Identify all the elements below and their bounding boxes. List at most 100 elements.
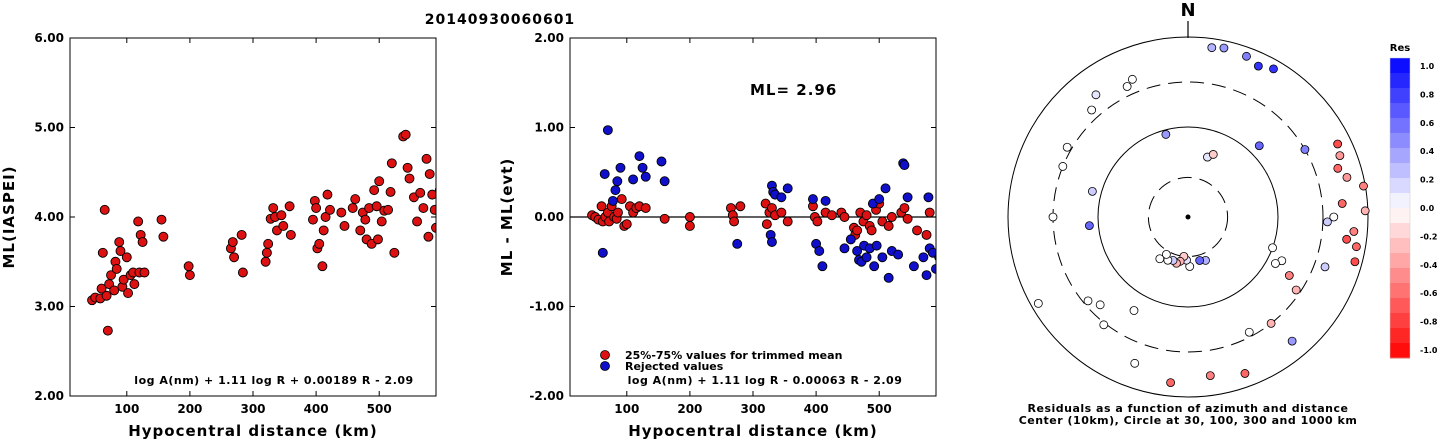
colorbar-cell	[1390, 238, 1410, 254]
data-point	[656, 156, 667, 167]
data-point	[866, 225, 877, 236]
data-point	[99, 204, 110, 215]
station-residual	[1087, 105, 1097, 115]
data-point	[839, 243, 850, 254]
data-point	[123, 288, 134, 299]
data-point	[114, 237, 125, 248]
distance-ring	[1147, 176, 1229, 258]
data-point	[918, 252, 929, 263]
data-point	[429, 204, 436, 215]
panel1-ytick-label: 6.00	[34, 31, 64, 45]
data-point	[263, 238, 274, 249]
station-residual	[1161, 130, 1171, 139]
station-residual	[1342, 234, 1352, 244]
data-point	[350, 194, 361, 205]
data-point	[852, 225, 863, 236]
station-residual	[1360, 206, 1370, 216]
station-residual	[1166, 378, 1175, 387]
data-point	[360, 214, 371, 225]
data-point	[684, 220, 695, 231]
panel2-formula: log A(nm) + 1.11 log R - 0.00063 R - 2.0…	[628, 374, 903, 387]
colorbar-cell	[1390, 163, 1410, 179]
station-residual	[1095, 300, 1105, 310]
panel1-ytick-label: 2.00	[34, 389, 64, 403]
data-point	[782, 216, 793, 227]
station-residual	[1205, 371, 1215, 381]
data-point	[156, 214, 167, 225]
data-point	[115, 246, 126, 256]
data-point	[735, 201, 746, 212]
station-residual	[1350, 257, 1360, 267]
colorbar-cell	[1390, 103, 1410, 119]
colorbar-cell	[1390, 73, 1410, 89]
data-point	[899, 203, 910, 214]
data-point	[317, 261, 328, 272]
station-residual	[1127, 74, 1137, 84]
data-point	[109, 285, 120, 296]
data-point	[812, 216, 823, 227]
data-point	[817, 261, 828, 272]
data-point	[339, 220, 350, 231]
station-residual	[1333, 139, 1343, 149]
panel2-ytick-label: -1.00	[529, 300, 564, 314]
colorbar-cell	[1390, 343, 1410, 359]
data-point	[607, 195, 618, 206]
data-point	[307, 214, 318, 225]
station-residual	[1291, 285, 1301, 295]
station-residual	[1155, 254, 1165, 264]
data-point	[839, 212, 850, 222]
colorbar-cell	[1390, 313, 1410, 329]
data-point	[883, 272, 894, 283]
data-point	[869, 261, 880, 272]
data-point	[314, 238, 325, 249]
station-residual	[1335, 151, 1345, 161]
panel1-xtick-label: 500	[367, 402, 392, 416]
panel2-xtick-label: 100	[614, 402, 639, 416]
station-residual	[1269, 64, 1278, 74]
data-point	[336, 207, 347, 218]
colorbar-cell	[1390, 88, 1410, 104]
data-point	[616, 194, 627, 205]
colorbar-cell	[1390, 223, 1410, 239]
station-residual	[1208, 150, 1218, 159]
data-point	[386, 158, 397, 169]
ml-residual-panel: ML - ML(evt) Hypocentral distance (km) M…	[498, 31, 937, 440]
panel2-xlabel: Hypocentral distance (km)	[628, 422, 878, 440]
legend: 25%-75% values for trimmed mean Rejected…	[600, 349, 842, 373]
data-point	[924, 207, 935, 218]
colorbar-tick-label: -0.6	[1420, 289, 1437, 298]
station-residual	[1287, 336, 1297, 346]
data-point	[613, 207, 623, 218]
data-point	[615, 162, 626, 173]
panel1-ytick-label: 4.00	[34, 210, 64, 224]
colorbar-cell	[1390, 208, 1410, 224]
epicenter-dot	[1185, 214, 1191, 220]
data-point	[912, 225, 923, 236]
data-point	[902, 213, 913, 224]
station-residual	[1084, 221, 1094, 231]
station-residual	[1207, 43, 1217, 53]
data-point	[640, 203, 651, 214]
data-point	[261, 247, 272, 258]
panel2-ytick-label: 2.00	[534, 31, 564, 45]
data-point	[871, 240, 882, 251]
colorbar-tick-label: -0.8	[1420, 318, 1437, 327]
data-point	[814, 246, 825, 256]
data-point	[227, 237, 238, 248]
station-residual	[1352, 242, 1361, 252]
data-point	[761, 219, 772, 230]
data-point	[402, 162, 413, 173]
data-point	[322, 189, 333, 200]
data-point	[921, 270, 932, 281]
legend-label-rejected: Rejected values	[625, 360, 724, 373]
data-point	[320, 212, 331, 222]
panel2-ytick-label: -2.00	[529, 389, 564, 403]
colorbar-tick-label: 1.0	[1420, 62, 1435, 71]
panel1-xtick-label: 100	[114, 402, 139, 416]
colorbar-tick-label: 0.6	[1420, 119, 1435, 128]
data-point	[782, 183, 793, 194]
data-point	[612, 176, 623, 187]
data-point	[659, 176, 670, 187]
data-point	[634, 151, 645, 162]
